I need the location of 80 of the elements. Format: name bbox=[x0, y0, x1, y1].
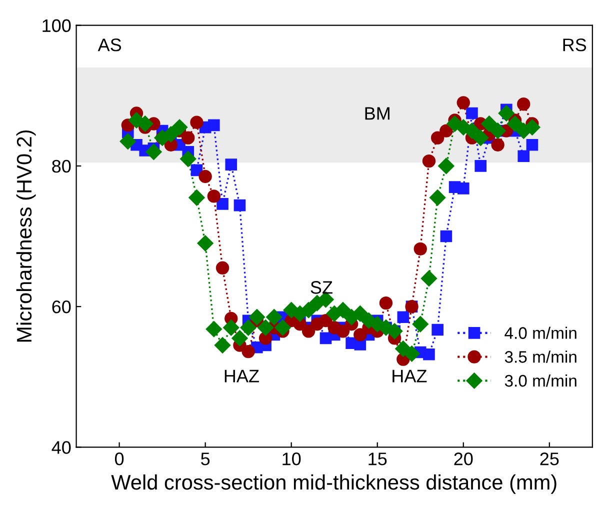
point bbox=[440, 124, 453, 138]
point bbox=[506, 116, 524, 132]
point bbox=[456, 96, 470, 110]
point bbox=[422, 154, 436, 168]
point bbox=[438, 158, 454, 174]
y-tick-label: 60 bbox=[52, 300, 71, 314]
point bbox=[466, 107, 478, 120]
annotation: HAZ bbox=[224, 370, 259, 382]
point bbox=[266, 309, 282, 326]
point bbox=[412, 316, 428, 332]
point bbox=[248, 309, 265, 326]
point bbox=[225, 158, 238, 170]
point bbox=[336, 324, 350, 338]
legend-label: 3.5 m/min bbox=[504, 350, 576, 363]
legend-label: 4.0 m/min bbox=[504, 326, 576, 339]
point bbox=[240, 320, 256, 336]
point bbox=[137, 116, 154, 132]
band-label: BM bbox=[365, 107, 390, 120]
point bbox=[517, 97, 530, 111]
y-tick-label: 80 bbox=[52, 160, 71, 173]
point bbox=[423, 348, 435, 360]
point bbox=[234, 199, 246, 212]
point bbox=[430, 190, 446, 206]
point bbox=[430, 131, 444, 144]
point bbox=[216, 198, 228, 210]
point bbox=[214, 337, 231, 354]
point bbox=[491, 138, 504, 152]
point bbox=[120, 133, 136, 150]
point bbox=[481, 116, 498, 132]
point bbox=[354, 328, 367, 342]
point bbox=[242, 344, 255, 358]
point bbox=[223, 320, 240, 336]
y-tick-label: 100 bbox=[42, 19, 71, 32]
point bbox=[302, 324, 316, 338]
point bbox=[474, 160, 486, 172]
point bbox=[518, 150, 530, 162]
point bbox=[379, 296, 393, 310]
x-tick-label: 5 bbox=[201, 452, 210, 466]
x-tick-label: 10 bbox=[282, 452, 301, 466]
point bbox=[180, 150, 196, 167]
point bbox=[197, 235, 214, 252]
annotation: AS bbox=[98, 38, 122, 52]
x-tick-label: 15 bbox=[368, 452, 387, 466]
point bbox=[352, 306, 368, 322]
point bbox=[182, 131, 195, 144]
annotation: HAZ bbox=[392, 370, 427, 382]
point bbox=[404, 346, 420, 362]
y-axis-title: Microhardness (HV0.2) bbox=[16, 130, 36, 342]
point bbox=[526, 138, 538, 151]
x-axis-title: Weld cross-section mid-thickness distance (mm) bbox=[111, 474, 556, 494]
point bbox=[472, 130, 489, 146]
point bbox=[206, 321, 222, 338]
point bbox=[216, 261, 230, 274]
point bbox=[208, 119, 220, 132]
point bbox=[188, 190, 205, 206]
point bbox=[414, 242, 427, 256]
annotation: SZ bbox=[310, 281, 332, 294]
y-tick-label: 40 bbox=[52, 441, 71, 454]
point bbox=[498, 105, 514, 122]
point bbox=[524, 119, 540, 136]
point bbox=[274, 320, 291, 336]
point bbox=[440, 230, 452, 242]
legend-label: 3.0 m/min bbox=[504, 374, 576, 387]
point bbox=[207, 190, 221, 203]
point bbox=[257, 320, 274, 336]
point bbox=[146, 144, 162, 160]
point bbox=[432, 324, 444, 336]
x-tick-label: 25 bbox=[540, 452, 559, 466]
x-tick-label: 0 bbox=[114, 452, 124, 466]
x-tick-label: 20 bbox=[454, 452, 473, 466]
point bbox=[457, 182, 470, 194]
point bbox=[198, 170, 212, 184]
point bbox=[232, 330, 248, 346]
point bbox=[397, 311, 410, 324]
annotation: RS bbox=[563, 38, 586, 52]
point bbox=[190, 116, 204, 129]
point bbox=[386, 323, 403, 340]
point bbox=[334, 302, 352, 318]
point bbox=[420, 270, 438, 287]
point bbox=[162, 126, 179, 142]
